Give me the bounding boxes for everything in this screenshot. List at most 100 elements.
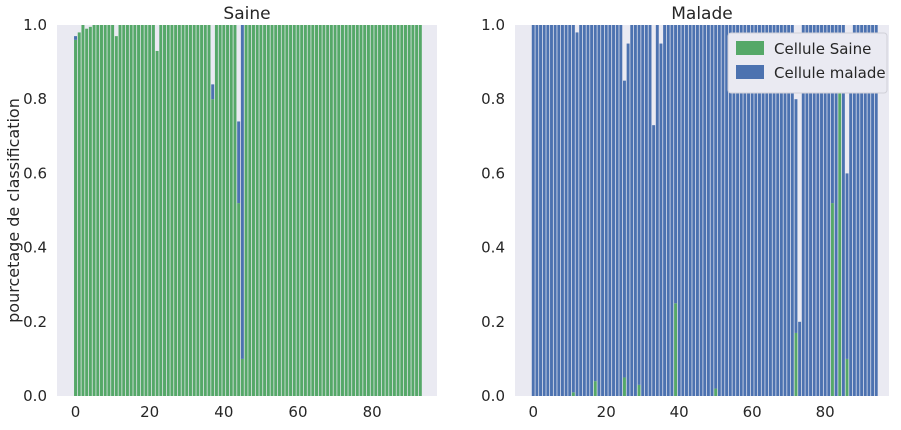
bar-segment [411, 25, 415, 396]
bar-segment [732, 25, 736, 396]
bar-segment [615, 25, 619, 396]
bar-segment [542, 25, 546, 396]
y-tick-label: 0.2 [23, 313, 47, 331]
bar-segment [389, 25, 393, 396]
bar-segment [392, 25, 396, 396]
bar-segment [248, 25, 252, 396]
bar-segment [568, 25, 572, 396]
bar-segment [761, 25, 765, 396]
bar-segment [754, 25, 758, 396]
x-tick-label: 0 [528, 403, 538, 421]
bar-segment [871, 25, 875, 396]
bar-segment [381, 25, 385, 396]
bar-segment [114, 36, 118, 396]
bar-segment [177, 25, 181, 396]
bar-segment [296, 25, 300, 396]
legend-box [727, 32, 888, 94]
bar-segment [226, 25, 230, 396]
y-tick-label: 0.6 [23, 164, 47, 182]
bar-segment [378, 25, 382, 396]
bar-segment [699, 25, 703, 396]
bar-segment [655, 25, 659, 396]
bar-segment [355, 25, 359, 396]
bar-segment [166, 25, 170, 396]
bar-segment [666, 25, 670, 396]
bar-segment [359, 25, 363, 396]
bar-segment [170, 25, 174, 396]
bar-segment [648, 25, 652, 396]
bar-segment [100, 25, 103, 396]
bar-segment [129, 25, 133, 396]
bar-segment [823, 25, 827, 396]
bar-segment [322, 25, 326, 396]
bar-segment [838, 91, 842, 396]
y-tick-label: 1.0 [23, 16, 47, 34]
bar-segment [118, 25, 122, 396]
y-tick-label: 0.8 [481, 90, 505, 108]
bar-segment [192, 25, 196, 396]
bar-segment [619, 25, 623, 396]
bar-segment [747, 25, 750, 396]
bar-segment [344, 25, 348, 396]
bar-segment [200, 25, 204, 396]
bar-segment [229, 25, 233, 396]
bar-segment [188, 25, 192, 396]
bar-segment [222, 25, 226, 396]
bar-segment [670, 25, 674, 396]
bar-segment [743, 25, 747, 396]
bar-segment [571, 25, 575, 393]
bar-segment [820, 25, 823, 396]
bar-segment [181, 25, 185, 396]
bar-segment [404, 25, 407, 396]
bar-segment [292, 25, 296, 396]
bar-segment [623, 80, 626, 378]
bar-segment [827, 25, 831, 396]
y-tick-label: 0.0 [23, 387, 47, 405]
bar-segment [637, 384, 641, 396]
bar-segment [252, 25, 255, 396]
bar-segment [809, 25, 813, 396]
bar-segment [623, 377, 626, 396]
bar-segment [801, 25, 805, 396]
bar-segment [834, 25, 838, 396]
x-tick-label: 40 [214, 403, 233, 421]
bar-segment [418, 25, 422, 396]
bar-segment [779, 25, 783, 396]
bar-segment [564, 25, 568, 396]
bar-segment [240, 358, 244, 396]
bar-segment [211, 99, 215, 396]
bar-segment [111, 25, 115, 396]
bar-segment [415, 25, 419, 396]
bar-segment [860, 25, 864, 396]
bar-segment [185, 25, 189, 396]
bar-segment [798, 321, 802, 396]
bar-segment [776, 25, 780, 396]
bar-segment [674, 25, 678, 304]
y-tick-label: 0.8 [23, 90, 47, 108]
bar-segment [633, 25, 637, 396]
bar-segment [266, 25, 270, 396]
bar-segment [535, 25, 539, 396]
bar-segment [144, 25, 148, 396]
y-tick-label: 0.6 [481, 164, 505, 182]
x-tick-label: 80 [816, 403, 835, 421]
bar-segment [326, 25, 330, 396]
bar-segment [597, 25, 601, 396]
bar-segment [579, 25, 583, 396]
bar-segment [329, 25, 333, 396]
bar-segment [151, 25, 155, 396]
bar-segment [630, 25, 634, 396]
bar-segment [531, 25, 535, 396]
bar-segment [706, 25, 710, 396]
bar-segment [400, 25, 404, 396]
bar-segment [717, 25, 721, 396]
bar-segment [710, 25, 714, 396]
bar-segment [703, 25, 707, 396]
bar-segment [159, 25, 163, 396]
bar-segment [244, 25, 248, 396]
bar-segment [845, 173, 849, 359]
bar-segment [849, 62, 853, 396]
bar-segment [140, 25, 144, 396]
bar-segment [571, 392, 575, 396]
